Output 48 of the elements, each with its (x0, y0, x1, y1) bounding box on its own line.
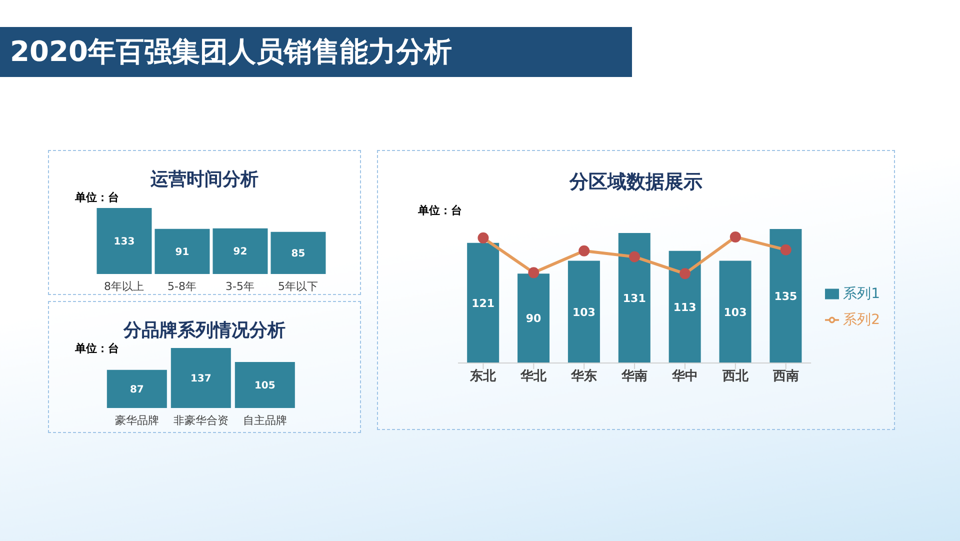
x-tick-label: 西北 (721, 369, 750, 384)
bar (770, 229, 802, 363)
data-label: 85 (291, 248, 306, 260)
data-label: 87 (130, 384, 144, 396)
bar (618, 232, 650, 363)
data-label: 131 (622, 292, 646, 305)
x-tick-label: 5年以下 (278, 280, 318, 293)
bar (154, 228, 210, 274)
data-label: 90 (526, 312, 542, 326)
bar (668, 250, 701, 363)
data-label: 135 (774, 290, 798, 303)
bar (719, 260, 752, 363)
x-tick-label: 3-5年 (226, 280, 254, 293)
data-label: 133 (114, 236, 135, 248)
text: 单位：台 (418, 203, 462, 218)
x-tick-label: 非豪华合资 (174, 414, 228, 427)
x-tick-label: 西南 (772, 369, 799, 384)
x-tick-label: 自主品牌 (243, 414, 287, 427)
data-label: 91 (175, 246, 190, 258)
x-tick-label: 5-8年 (168, 280, 196, 293)
bar (270, 232, 326, 274)
data-label: 113 (673, 300, 696, 314)
annotation: 单位：台 (75, 341, 119, 356)
bar (568, 260, 600, 363)
data-label: 105 (254, 380, 276, 392)
bar (212, 228, 268, 274)
text: 2020年百强集团人员销售能力分析 (10, 34, 452, 70)
x-tick-label: 东北 (469, 368, 498, 384)
text: 单位：台 (75, 190, 119, 205)
chart-title: 分区域数据展示 (568, 170, 704, 195)
bar (467, 242, 500, 363)
chart-title: 分品牌系列情况分析 (122, 319, 286, 342)
data-label: 137 (190, 374, 212, 385)
x-tick-label: 华中 (670, 369, 698, 384)
x-tick-label: 华北 (520, 369, 548, 384)
legend-label: 系列1 (843, 286, 880, 302)
x-tick-label: 华南 (620, 369, 648, 384)
data-label: 121 (472, 296, 495, 310)
data-label: 103 (572, 306, 596, 319)
x-tick-label: 华东 (570, 368, 598, 384)
bar (96, 208, 152, 274)
x-tick-label: 豪华品牌 (115, 414, 159, 427)
data-label: 103 (724, 306, 747, 319)
legend-label: 系列2 (843, 312, 880, 328)
data-label: 92 (233, 246, 248, 258)
chart-title: 运营时间分析 (150, 168, 260, 191)
bar (518, 274, 550, 363)
x-tick-label: 8年以上 (104, 280, 144, 293)
